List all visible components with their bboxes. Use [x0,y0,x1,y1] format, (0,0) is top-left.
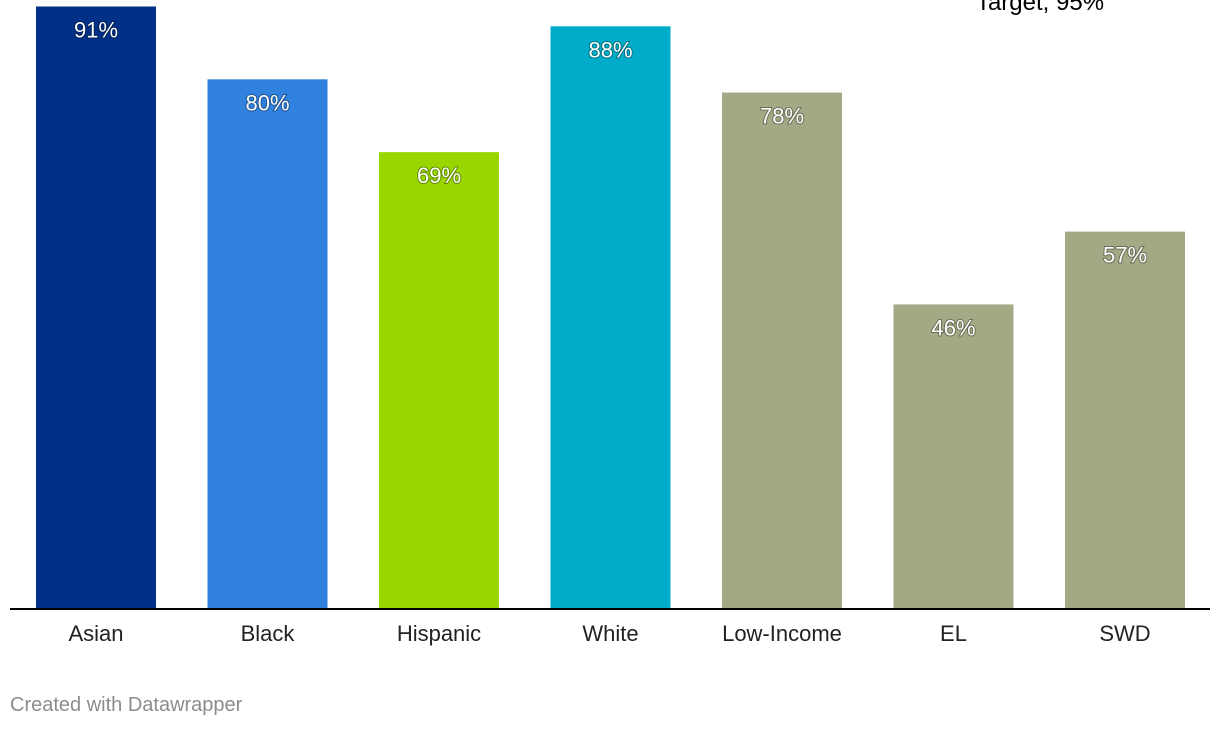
bar-white [550,26,671,610]
bar-value-label: 46% [931,315,975,340]
category-label: EL [940,621,967,646]
bar-hispanic [379,152,499,609]
category-label: White [582,621,638,646]
category-label: Asian [68,621,123,646]
bar-swd [1065,231,1185,609]
value-labels: 91% 80% 69% 88% 78% 46% 57% [73,16,1148,341]
bar-value-label: 80% [245,90,289,115]
bar-value-label: 91% [74,17,118,42]
bar-value-label: 78% [760,104,804,129]
bar-el [893,304,1014,609]
bar-value-label: 69% [417,163,461,188]
category-label: Low-Income [722,621,842,646]
bars [36,6,1185,610]
category-label: Hispanic [397,621,481,646]
bar-low-income [722,92,842,610]
category-labels: Asian Black Hispanic White Low-Income EL SWD [68,621,1150,646]
datawrapper-credit: Created with Datawrapper [10,694,243,716]
bar-value-label: 57% [1103,243,1147,268]
bar-black [207,79,328,609]
category-label: SWD [1099,621,1150,646]
target-annotation: Target, 95% [976,0,1104,16]
bar-asian [36,6,156,610]
category-label: Black [241,621,296,646]
bar-value-label: 88% [588,37,632,62]
target-label: Target, 95% [976,0,1104,16]
